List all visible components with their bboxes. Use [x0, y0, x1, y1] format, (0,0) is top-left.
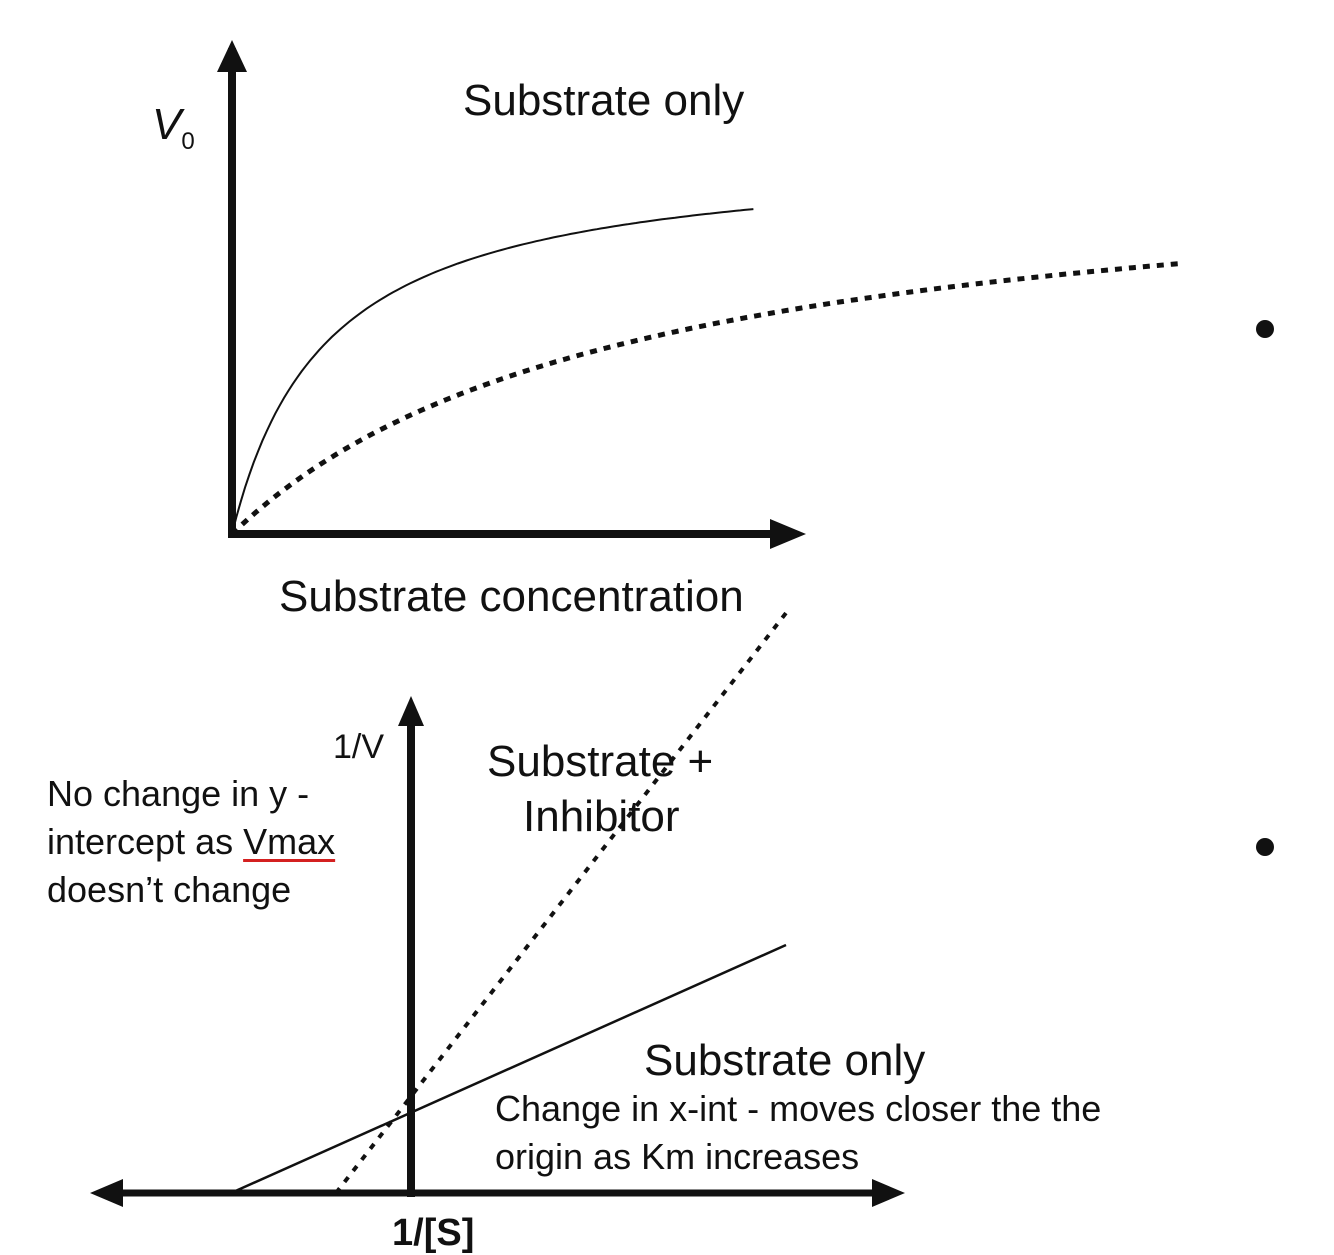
- mm-y-axis-arrowhead: [217, 40, 247, 72]
- mm-y-axis-label-sub: 0: [181, 128, 195, 155]
- lb-y-axis-arrowhead: [398, 696, 424, 726]
- mm-x-axis-arrowhead: [770, 519, 806, 549]
- mm-x-axis-label: Substrate concentration: [279, 572, 744, 621]
- y-intercept-note-post: doesn’t change: [47, 869, 292, 910]
- lineweaver-burk-chart: [90, 611, 905, 1207]
- y-intercept-note: No change in y - intercept as Vmax doesn…: [47, 770, 387, 914]
- lb-series-substrate-inhibitor: [334, 611, 788, 1195]
- lb-inhibitor-label-line1: Substrate +: [487, 737, 714, 786]
- lb-x-axis-arrowhead-left: [90, 1179, 123, 1207]
- michaelis-menten-chart: [217, 40, 1181, 549]
- lb-inhibitor-label-line2: Inhibitor: [523, 792, 680, 841]
- lb-series-substrate-only: [230, 943, 787, 1195]
- mm-substrate-only-label: Substrate only: [463, 76, 745, 125]
- lb-x-axis-label: 1/[S]: [392, 1212, 475, 1254]
- slide-canvas: [90, 40, 1181, 1207]
- mm-series-substrate-only: [231, 208, 754, 535]
- y-intercept-note-key: Vmax: [243, 821, 336, 862]
- mm-series-substrate-inhibitor: [230, 261, 1181, 536]
- slide-bullet-2: [1256, 838, 1274, 856]
- mm-y-axis-label-main: V: [152, 100, 182, 149]
- lb-y-axis-label: 1/V: [333, 728, 385, 766]
- x-intercept-note: Change in x-int - moves closer the the o…: [495, 1088, 1102, 1177]
- lb-substrate-only-label: Substrate only: [644, 1036, 926, 1085]
- mm-y-axis-label: V0: [152, 100, 195, 155]
- y-intercept-note-pre: No change in y - intercept as: [47, 773, 310, 862]
- lb-x-axis-arrowhead-right: [872, 1179, 905, 1207]
- slide-bullet-1: [1256, 320, 1274, 338]
